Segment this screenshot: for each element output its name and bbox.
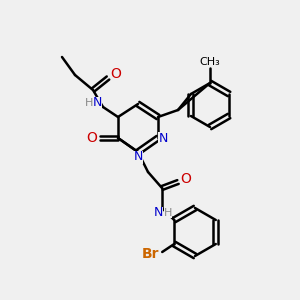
Text: N: N — [158, 131, 168, 145]
Text: N: N — [153, 206, 163, 220]
Text: O: O — [87, 131, 98, 145]
Text: H: H — [85, 98, 93, 108]
Text: N: N — [92, 97, 102, 110]
Text: CH₃: CH₃ — [200, 57, 220, 67]
Text: O: O — [181, 172, 191, 186]
Text: Br: Br — [142, 247, 159, 261]
Text: H: H — [164, 208, 172, 218]
Text: N: N — [133, 151, 143, 164]
Text: O: O — [111, 67, 122, 81]
